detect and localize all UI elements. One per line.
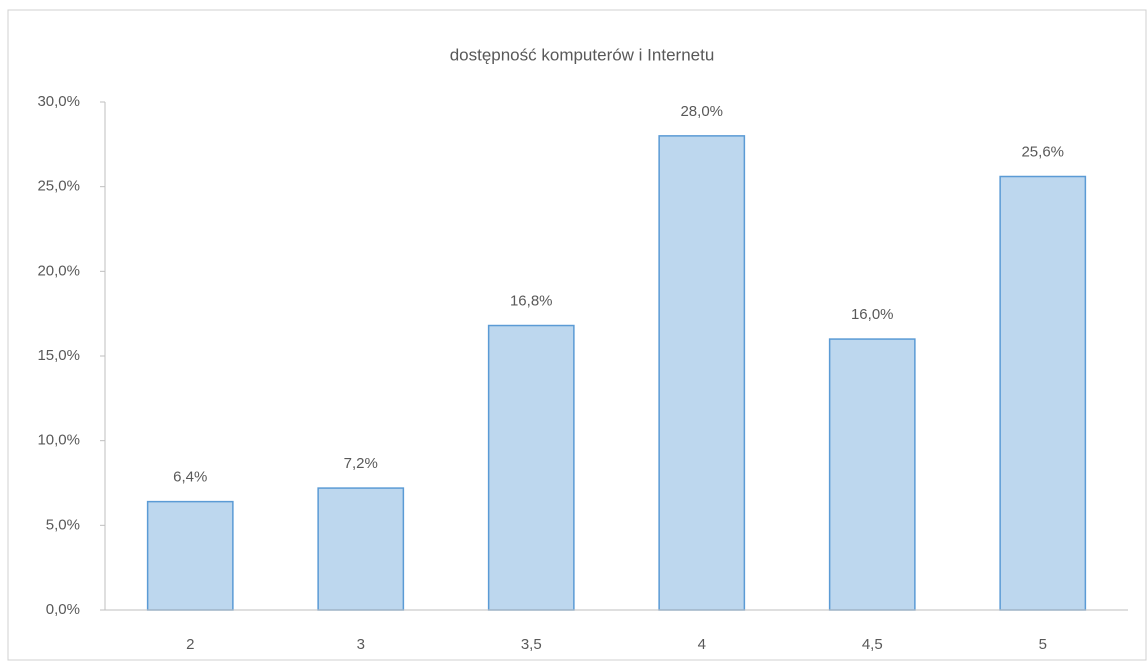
y-tick-label: 30,0% <box>37 93 80 110</box>
data-label: 6,4% <box>173 469 207 486</box>
y-tick-label: 0,0% <box>46 601 80 618</box>
bar <box>658 135 746 611</box>
y-tick-label: 25,0% <box>37 178 80 195</box>
y-tick-label: 10,0% <box>37 432 80 449</box>
bar <box>146 500 234 611</box>
chart-title: dostępność komputerów i Internetu <box>450 45 715 64</box>
x-tick-label: 3 <box>357 636 365 653</box>
y-tick-label: 5,0% <box>46 516 80 533</box>
bar <box>317 487 405 611</box>
data-label: 7,2% <box>344 455 378 472</box>
chart-frame <box>7 9 1147 661</box>
x-tick-label: 4 <box>698 636 706 653</box>
bar <box>487 324 575 611</box>
bar <box>999 175 1087 611</box>
data-label: 16,0% <box>851 306 894 323</box>
x-tick-label: 5 <box>1039 636 1047 653</box>
x-tick-label: 3,5 <box>521 636 542 653</box>
bar <box>828 338 916 611</box>
y-tick-label: 15,0% <box>37 347 80 364</box>
data-label: 25,6% <box>1021 143 1064 160</box>
y-tick-label: 20,0% <box>37 262 80 279</box>
data-label: 16,8% <box>510 292 553 309</box>
x-tick-label: 4,5 <box>862 636 883 653</box>
data-label: 28,0% <box>680 103 723 120</box>
x-tick-label: 2 <box>186 636 194 653</box>
